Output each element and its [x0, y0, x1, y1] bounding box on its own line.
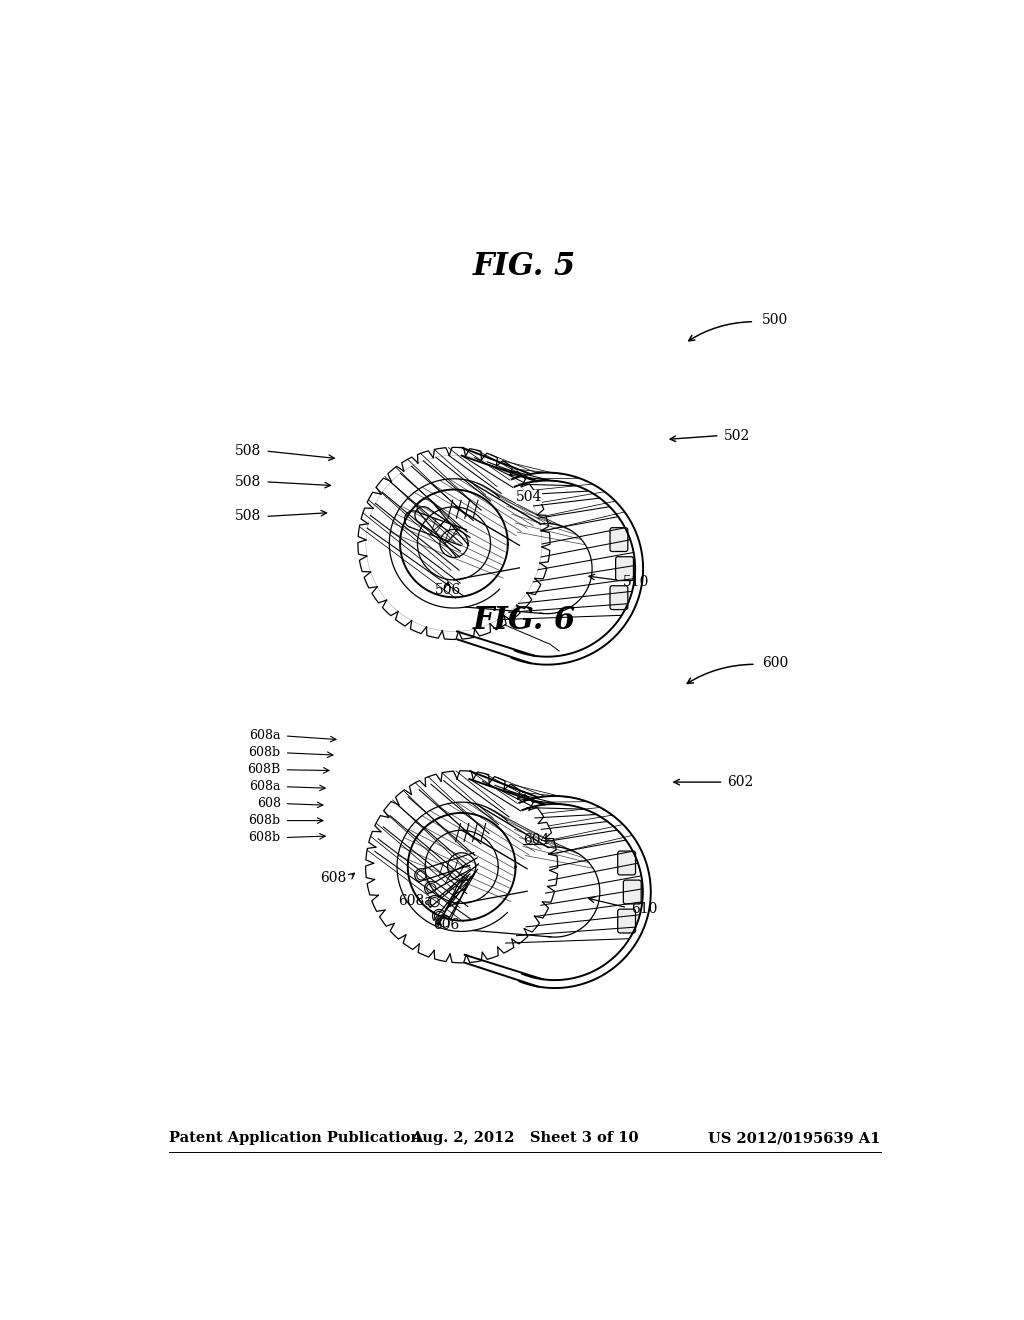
Text: 610: 610 — [631, 902, 657, 916]
Text: Patent Application Publication: Patent Application Publication — [169, 1131, 421, 1146]
Text: 608a: 608a — [249, 730, 281, 742]
FancyBboxPatch shape — [610, 528, 628, 552]
Text: 608: 608 — [257, 797, 281, 810]
Circle shape — [440, 917, 450, 927]
Text: 608: 608 — [319, 871, 346, 886]
Text: Aug. 2, 2012   Sheet 3 of 10: Aug. 2, 2012 Sheet 3 of 10 — [411, 1131, 639, 1146]
Text: US 2012/0195639 A1: US 2012/0195639 A1 — [709, 1131, 881, 1146]
FancyBboxPatch shape — [615, 557, 634, 581]
Text: 608b: 608b — [249, 814, 281, 828]
Text: 602: 602 — [727, 775, 754, 789]
FancyBboxPatch shape — [624, 880, 641, 904]
Text: FIG. 6: FIG. 6 — [473, 605, 577, 636]
Text: 506: 506 — [434, 582, 461, 597]
Text: 504: 504 — [515, 490, 542, 504]
Text: FIG. 5: FIG. 5 — [473, 251, 577, 281]
Circle shape — [430, 898, 439, 907]
Circle shape — [417, 871, 426, 880]
Text: 608b: 608b — [249, 832, 281, 843]
Text: 600: 600 — [762, 656, 788, 669]
Text: 608a: 608a — [398, 895, 433, 908]
FancyBboxPatch shape — [617, 851, 636, 875]
Text: 604: 604 — [523, 833, 550, 847]
Text: 608b: 608b — [249, 746, 281, 759]
Text: 502: 502 — [724, 429, 750, 442]
Text: 510: 510 — [624, 576, 650, 589]
Text: 500: 500 — [762, 313, 788, 327]
Text: 608B: 608B — [248, 763, 281, 776]
Circle shape — [427, 883, 436, 892]
Text: 606: 606 — [433, 917, 460, 932]
Circle shape — [438, 917, 449, 927]
FancyBboxPatch shape — [617, 909, 636, 933]
Text: 508: 508 — [236, 444, 261, 458]
Text: 508: 508 — [236, 510, 261, 524]
Text: 608a: 608a — [249, 780, 281, 793]
FancyBboxPatch shape — [610, 586, 628, 610]
Text: 508: 508 — [236, 475, 261, 488]
Circle shape — [434, 912, 443, 921]
